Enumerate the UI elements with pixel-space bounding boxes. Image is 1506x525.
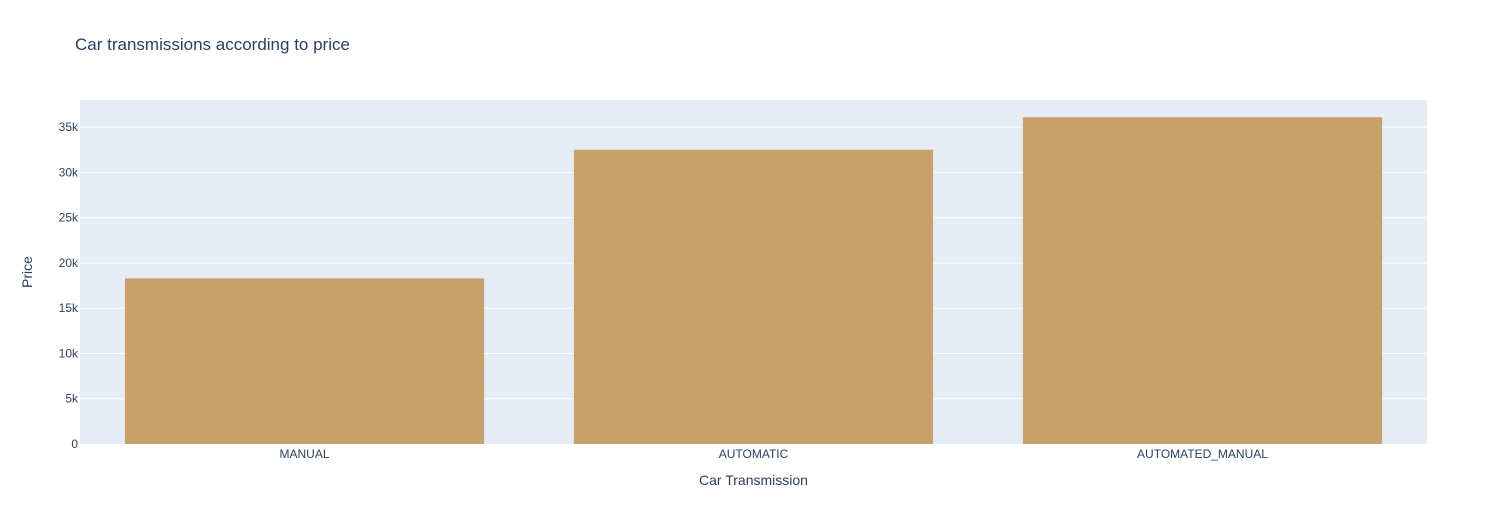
y-axis-ticks: 0 5k 10k 15k 20k 25k 30k 35k [59, 120, 79, 451]
y-tick-label: 10k [59, 346, 79, 360]
bar-manual[interactable] [124, 278, 485, 444]
y-tick-label: 15k [59, 301, 79, 315]
x-tick-label: AUTOMATED_MANUAL [1137, 447, 1268, 461]
x-axis-title: Car Transmission [699, 472, 808, 488]
bars [124, 117, 1383, 444]
y-tick-label: 5k [65, 392, 79, 406]
chart-title: Car transmissions according to price [75, 35, 350, 54]
y-tick-label: 25k [59, 211, 79, 225]
y-tick-label: 30k [59, 165, 79, 179]
y-tick-label: 35k [59, 120, 79, 134]
y-tick-label: 20k [59, 256, 79, 270]
x-axis-ticks: MANUAL AUTOMATIC AUTOMATED_MANUAL [279, 447, 1268, 461]
x-tick-label: AUTOMATIC [719, 447, 789, 461]
bar-automated-manual[interactable] [1022, 117, 1383, 444]
bar-automatic[interactable] [573, 149, 934, 444]
x-tick-label: MANUAL [279, 447, 329, 461]
y-axis-title: Price [19, 256, 35, 288]
y-tick-label: 0 [71, 437, 78, 451]
